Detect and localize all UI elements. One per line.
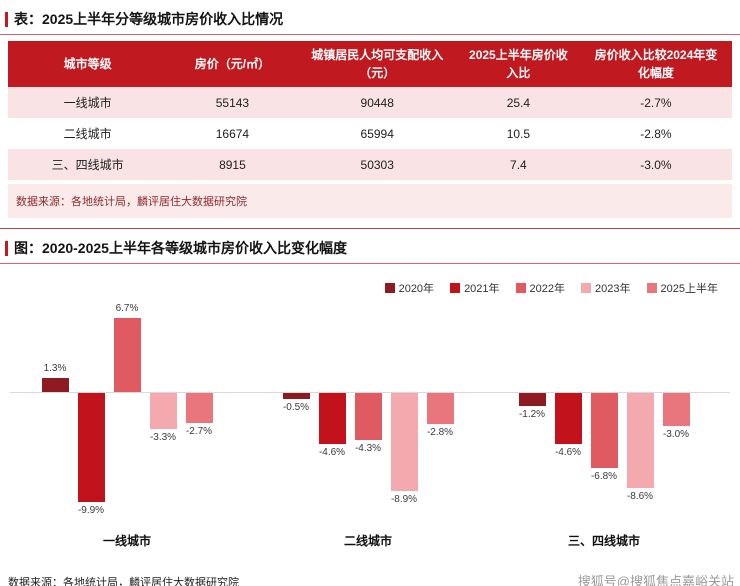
bar: [113, 318, 141, 392]
legend-item: 2021年: [450, 280, 500, 296]
table-cell: 一线城市: [63, 96, 112, 110]
section-divider: [0, 228, 740, 229]
bar: [426, 393, 454, 424]
legend-swatch: [450, 283, 461, 293]
table-header-cell: 房价收入比较2024年变化幅度: [594, 48, 718, 80]
title-accent-bar: [5, 11, 8, 27]
table-cell: 8915: [219, 157, 246, 172]
legend-item: 2025上半年: [646, 280, 718, 296]
bar: [518, 393, 546, 406]
legend-item: 2022年: [515, 280, 566, 296]
legend-label: 2021年: [464, 283, 500, 295]
bar: [662, 393, 690, 426]
bar-value-label: -2.8%: [426, 427, 454, 438]
bar: [554, 393, 582, 444]
legend-label: 2022年: [529, 283, 566, 295]
bar: [626, 393, 654, 488]
bar: [318, 393, 346, 444]
chart-section-header: 图：2020-2025上半年各等级城市房价收入比变化幅度: [0, 229, 740, 264]
bar: [282, 393, 310, 399]
legend-swatch: [581, 283, 592, 293]
legend-swatch: [384, 283, 395, 293]
bar: [149, 393, 177, 429]
bar: [41, 378, 69, 392]
bar-chart: 2020年 2021年 2022年 2023年 2025上半年 1.3% -9.9% 6.7…: [0, 264, 740, 559]
table-cell: 50303: [360, 157, 394, 172]
bar-value-label: -4.3%: [354, 443, 382, 454]
category-label: 一线城市: [102, 534, 152, 548]
table-section-title: 表：2025上半年分等级城市房价收入比情况: [14, 11, 284, 27]
bar-value-label: -0.5%: [282, 402, 310, 413]
bar-value-label: -4.6%: [554, 447, 582, 458]
chart-footer: 数据来源：各地统计局，麟评居住大数据研究院 搜狐号@搜狐焦点嘉峪关站: [0, 559, 740, 586]
legend-label: 2023年: [595, 283, 631, 295]
bar: [390, 393, 418, 491]
table-header-row: 城市等级 房价（元/㎡） 城镇居民人均可支配收入（元） 2025上半年房价收入比 房价收…: [8, 41, 732, 87]
bar-value-label: -3.3%: [149, 432, 177, 443]
bar-value-label: -6.8%: [590, 471, 618, 482]
chart-legend: 2020年 2021年 2022年 2023年 2025上半年: [384, 280, 718, 296]
watermark: 搜狐号@搜狐焦点嘉峪关站: [577, 574, 734, 586]
table-cell: 55143: [215, 95, 250, 110]
category-label: 三、四线城市: [567, 534, 641, 548]
legend-label: 2020年: [398, 283, 435, 295]
table-body: 一线城市 55143 90448 25.4 -2.7% 二线城市 16674 65994 10.…: [8, 87, 732, 180]
table-cell: 二线城市: [63, 127, 112, 141]
price-income-table: 城市等级 房价（元/㎡） 城镇居民人均可支配收入（元） 2025上半年房价收入比 房价收…: [8, 41, 732, 180]
table-cell: 90448: [360, 95, 394, 110]
table-row: 一线城市 55143 90448 25.4 -2.7%: [8, 87, 732, 118]
category-label: 二线城市: [343, 534, 393, 548]
table-row: 二线城市 16674 65994 10.5 -2.8%: [8, 118, 732, 149]
table-source-note: 数据来源：各地统计局，麟评居住大数据研究院: [8, 184, 732, 218]
bar: [590, 393, 618, 468]
table-cell: -2.7%: [640, 95, 672, 110]
bar-value-label: -8.9%: [390, 494, 418, 505]
zero-axis-line: [10, 392, 730, 393]
table-cell: 10.5: [506, 126, 531, 141]
table-cell: -2.8%: [640, 126, 672, 141]
bar-value-label: 1.3%: [43, 363, 67, 374]
table-section-header: 表：2025上半年分等级城市房价收入比情况: [0, 0, 740, 35]
bar-value-label: -2.7%: [185, 426, 213, 437]
bar: [77, 393, 105, 502]
bar: [354, 393, 382, 440]
bar-value-label: -8.6%: [626, 491, 654, 502]
table-header-cell: 城市等级: [63, 57, 112, 71]
bar-value-label: -4.6%: [318, 447, 346, 458]
bar-value-label: -3.0%: [662, 429, 690, 440]
table-cell: -3.0%: [640, 157, 672, 172]
bar-value-label: 6.7%: [115, 303, 139, 314]
legend-item: 2020年: [384, 280, 435, 296]
table-cell: 65994: [360, 126, 394, 141]
legend-swatch: [515, 283, 526, 293]
table-row: 三、四线城市 8915 50303 7.4 -3.0%: [8, 149, 732, 180]
legend-label: 2025上半年: [660, 283, 718, 295]
bar-value-label: -1.2%: [518, 409, 546, 420]
table-cell: 16674: [215, 126, 250, 141]
table-header-cell: 城镇居民人均可支配收入（元）: [311, 48, 444, 80]
table-cell: 7.4: [510, 157, 527, 172]
table-cell: 三、四线城市: [51, 158, 124, 172]
bar: [185, 393, 213, 423]
legend-item: 2023年: [581, 280, 631, 296]
chart-source-note: 数据来源：各地统计局，麟评居住大数据研究院: [8, 577, 239, 586]
legend-swatch: [646, 283, 657, 293]
table-header-cell: 房价（元/㎡）: [194, 57, 271, 71]
table-header-cell: 2025上半年房价收入比: [469, 48, 568, 80]
title-accent-bar: [5, 240, 8, 256]
chart-section-title: 图：2020-2025上半年各等级城市房价收入比变化幅度: [14, 240, 347, 256]
bar-value-label: -9.9%: [77, 505, 105, 516]
table-cell: 25.4: [506, 95, 531, 110]
